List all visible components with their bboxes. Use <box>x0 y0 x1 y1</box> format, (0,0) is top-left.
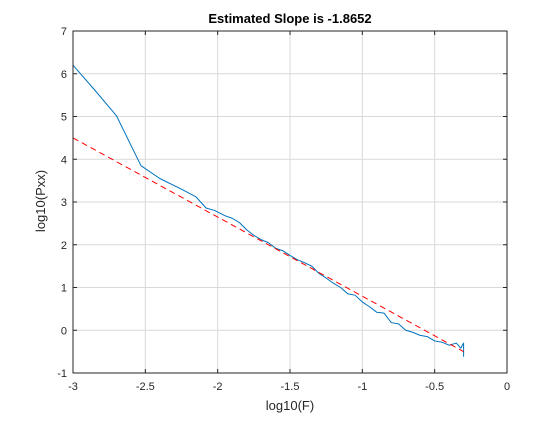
x-tick-label: -2.5 <box>136 381 155 393</box>
y-tick-label: 3 <box>61 197 67 209</box>
y-tick-label: 2 <box>61 240 67 252</box>
y-tick-label: 1 <box>61 283 67 295</box>
x-tick-label: -2 <box>213 381 223 393</box>
y-tick-label: 5 <box>61 112 67 124</box>
y-tick-label: 0 <box>61 325 67 337</box>
x-tick-label: -1 <box>357 381 367 393</box>
fit-line-dashed <box>72 137 464 353</box>
y-axis-label: log10(Pxx) <box>33 170 48 232</box>
tick-layer: -3 -2.5 -2 -1.5 -1 -0.5 0 -1 0 1 2 3 4 5 6 7 <box>57 26 510 393</box>
x-axis-label: log10(F) <box>266 398 314 413</box>
grid-layer <box>72 30 508 374</box>
chart-title: Estimated Slope is -1.8652 <box>208 11 371 26</box>
spectrum-line <box>72 64 465 357</box>
y-tick-label: 6 <box>61 69 67 81</box>
x-tick-label: 0 <box>504 381 510 393</box>
x-tick-label: -3 <box>68 381 78 393</box>
y-tick-label: 4 <box>61 154 67 166</box>
y-tick-label: -1 <box>57 368 67 380</box>
y-tick-label: 7 <box>61 26 67 38</box>
x-tick-label: -1.5 <box>281 381 300 393</box>
series-layer <box>72 64 465 357</box>
x-tick-label: -0.5 <box>425 381 444 393</box>
